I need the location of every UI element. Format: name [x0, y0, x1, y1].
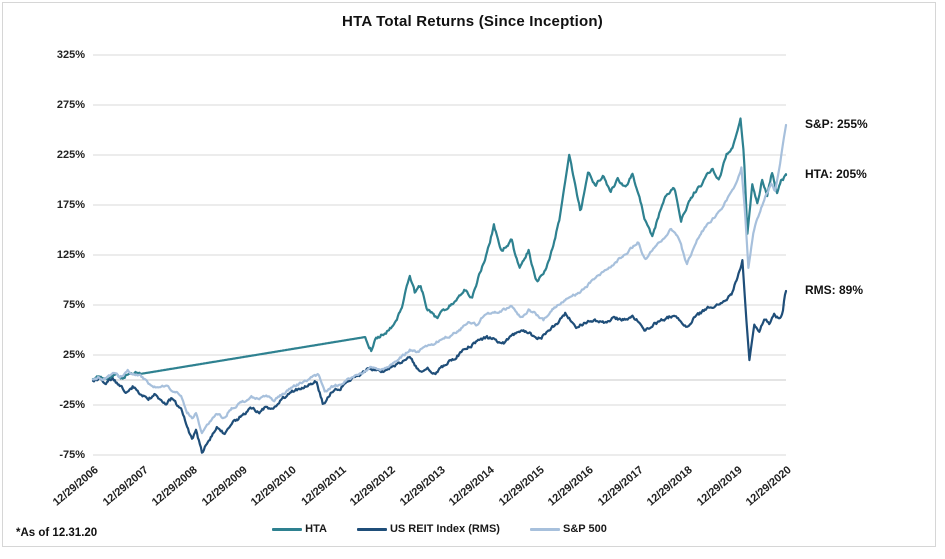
- chart-title: HTA Total Returns (Since Inception): [342, 13, 603, 30]
- y-tick-label: 175%: [56, 199, 85, 211]
- rms-line-swatch: [356, 527, 387, 531]
- y-tick-label: 75%: [62, 299, 85, 311]
- chart-frame-border: [2, 2, 936, 547]
- chart-legend: HTA US REIT Index (RMS) S&P 500: [93, 523, 786, 535]
- legend-item-us-reit-index: US REIT Index (RMS): [356, 523, 500, 535]
- legend-label-hta: HTA: [305, 523, 327, 535]
- series-line-hta: [91, 117, 788, 382]
- y-tick-label: 275%: [56, 99, 85, 111]
- y-tick-label: -75%: [59, 449, 85, 461]
- y-tick-label: 325%: [56, 49, 85, 61]
- as-of-date-footnote: *As of 12.31.20: [16, 527, 98, 539]
- legend-item-sp500: S&P 500: [529, 523, 607, 535]
- y-tick-label: -25%: [59, 399, 85, 411]
- legend-label-us-reit-index: US REIT Index (RMS): [389, 523, 500, 535]
- annotation-hta-end-value: HTA: 205%: [805, 167, 867, 181]
- sp500-line-swatch: [529, 527, 560, 531]
- hta-line-swatch: [272, 527, 303, 531]
- y-tick-label: 25%: [62, 349, 85, 361]
- series-line-us-reit-index-rms-: [91, 259, 788, 454]
- annotation-rms-end-value: RMS: 89%: [805, 283, 864, 297]
- y-tick-label: 125%: [56, 249, 85, 261]
- annotation-sp500-end-value: S&P: 255%: [805, 117, 868, 131]
- series-line-s-p-500: [91, 123, 788, 435]
- y-tick-label: 225%: [56, 149, 85, 161]
- legend-item-hta: HTA: [272, 523, 327, 535]
- legend-label-sp500: S&P 500: [562, 523, 607, 535]
